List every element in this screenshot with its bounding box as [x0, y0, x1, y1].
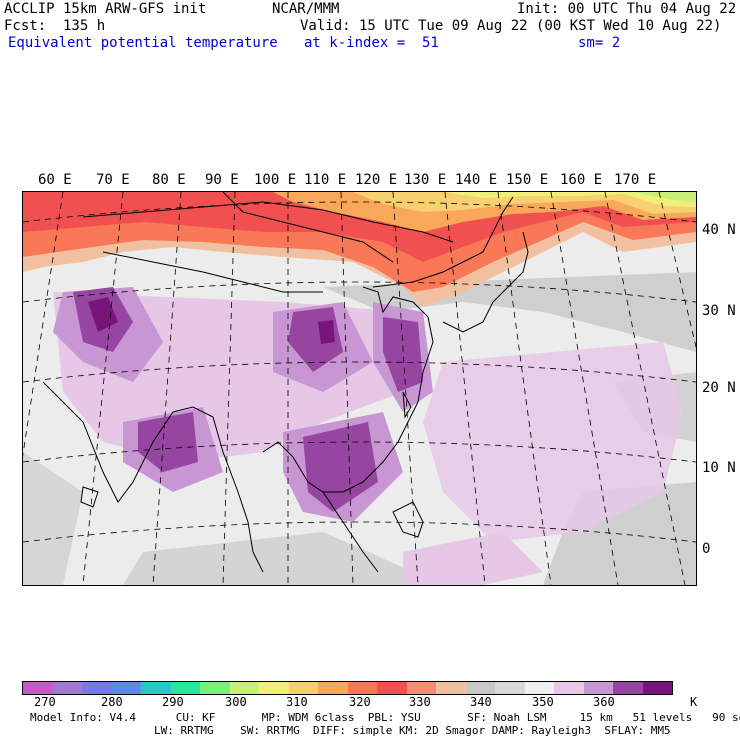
colorbar-swatch [170, 682, 200, 694]
colorbar-label: 320 [349, 695, 371, 709]
lat-label: 20 N [702, 380, 736, 396]
forecast-hour: Fcst: 135 h [4, 18, 106, 34]
lon-label: 120 E [355, 172, 398, 188]
colorbar-label: 290 [162, 695, 184, 709]
colorbar-swatch [377, 682, 407, 694]
colorbar-swatch [229, 682, 259, 694]
valid-time: Valid: 15 UTC Tue 09 Aug 22 (00 KST Wed … [300, 18, 722, 34]
lon-label: 70 E [96, 172, 130, 188]
colorbar [22, 681, 673, 695]
colorbar-swatch [554, 682, 584, 694]
colorbar-label: 340 [470, 695, 492, 709]
field-name: Equivalent potential temperature [8, 35, 278, 51]
colorbar-label: 350 [532, 695, 554, 709]
lon-label: 80 E [152, 172, 186, 188]
colorbar-swatch [288, 682, 318, 694]
lon-label: 140 E [455, 172, 498, 188]
lat-label: 0 [702, 541, 711, 557]
map-panel [22, 191, 697, 586]
lon-label: 130 E [404, 172, 447, 188]
lat-label: 40 N [702, 222, 736, 238]
init-time: Init: 00 UTC Thu 04 Aug 22 [517, 1, 737, 17]
lon-label: 60 E [38, 172, 72, 188]
colorbar-swatch [495, 682, 525, 694]
model-info-line2: LW: RRTMG SW: RRTMG DIFF: simple KM: 2D … [154, 724, 671, 737]
lon-label: 150 E [506, 172, 549, 188]
colorbar-swatch [82, 682, 112, 694]
lon-label: 170 E [614, 172, 657, 188]
colorbar-swatch [52, 682, 82, 694]
colorbar-label: 300 [225, 695, 247, 709]
lon-label: 160 E [560, 172, 603, 188]
colorbar-swatch [436, 682, 466, 694]
lat-label: 10 N [702, 460, 736, 476]
lat-label: 30 N [702, 303, 736, 319]
colorbar-swatch [200, 682, 230, 694]
colorbar-unit: K [690, 695, 698, 709]
colorbar-label: 360 [593, 695, 615, 709]
colorbar-label: 310 [286, 695, 308, 709]
colorbar-swatch [347, 682, 377, 694]
colorbar-swatch [406, 682, 436, 694]
lon-label: 90 E [205, 172, 239, 188]
lon-label: 110 E [304, 172, 347, 188]
k-index: at k-index = 51 [304, 35, 439, 51]
colorbar-label: 270 [34, 695, 56, 709]
colorbar-swatch [23, 682, 53, 694]
model-info-line1: Model Info: V4.4 CU: KF MP: WDM 6class P… [30, 711, 740, 724]
colorbar-swatch [318, 682, 348, 694]
colorbar-swatch [524, 682, 554, 694]
org-label: NCAR/MMM [272, 1, 340, 17]
colorbar-swatch [259, 682, 289, 694]
colorbar-swatch [111, 682, 141, 694]
colorbar-swatch [613, 682, 643, 694]
colorbar-swatch [465, 682, 495, 694]
colorbar-label: 280 [101, 695, 123, 709]
colorbar-swatch [583, 682, 613, 694]
smoothing: sm= 2 [578, 35, 621, 51]
lon-label: 100 E [254, 172, 297, 188]
colorbar-swatch [642, 682, 672, 694]
run-title: ACCLIP 15km ARW-GFS init [4, 1, 207, 17]
colorbar-swatch [141, 682, 171, 694]
theta-e-field [23, 192, 696, 585]
colorbar-label: 330 [409, 695, 431, 709]
